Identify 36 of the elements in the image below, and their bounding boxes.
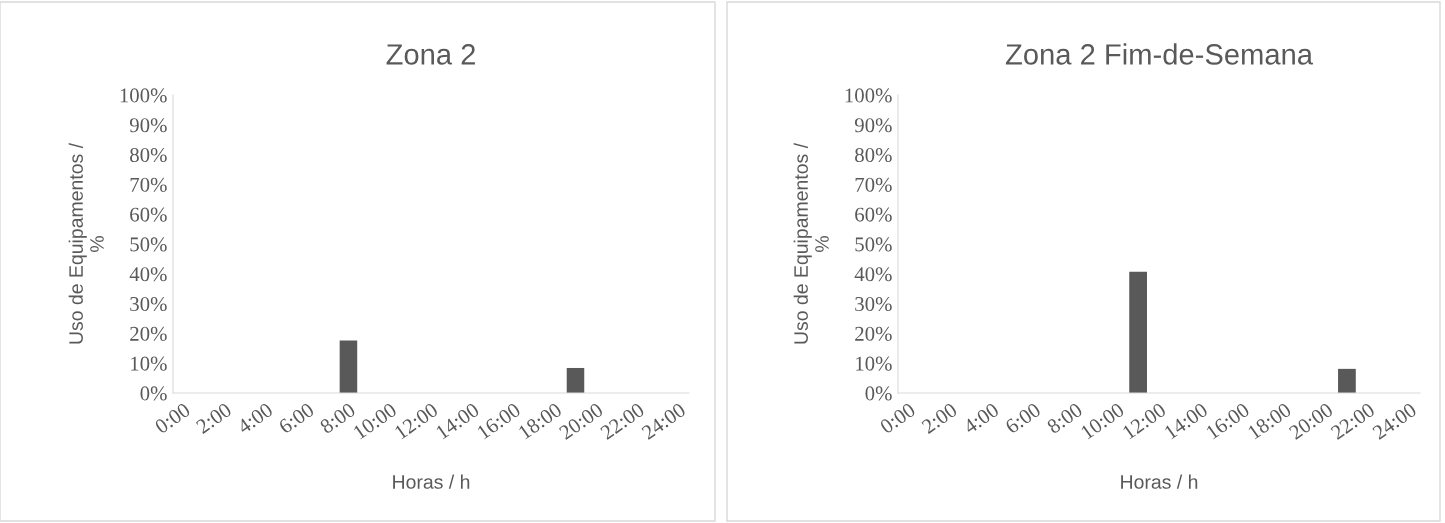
x-tick-label: 6:00	[277, 402, 315, 435]
y-tick-label: 20%	[130, 326, 167, 341]
y-axis-title: Uso de Equipamentos / %	[68, 142, 104, 344]
x-tick-label: 6:00	[1004, 402, 1042, 435]
x-axis-title: Horas / h	[1121, 474, 1198, 489]
y-tick-label: 30%	[855, 296, 892, 312]
y-tick-label: 90%	[854, 118, 892, 133]
y-tick-label: 50%	[130, 237, 167, 252]
y-tick-label: 40%	[129, 267, 167, 282]
y-tick-label: 0%	[865, 386, 892, 401]
y-tick-label: 60%	[855, 207, 892, 222]
x-tick-label: 4:00	[236, 402, 274, 435]
chart-title: Zona 2	[386, 44, 475, 65]
y-tick-label: 100%	[120, 88, 167, 103]
y-tick-label: 70%	[130, 177, 167, 192]
chart-title: Zona 2 Fim-de-Semana	[1005, 43, 1314, 65]
y-tick-label: 10%	[856, 356, 892, 371]
y-tick-label: 80%	[130, 147, 167, 163]
y-tick-label: 40%	[854, 267, 892, 282]
y-tick-label: 70%	[855, 177, 892, 192]
x-tick-label: 0:00	[153, 402, 192, 435]
x-tick-label: 4:00	[962, 402, 1000, 435]
x-tick-label: 2:00	[195, 402, 233, 435]
y-tick-label: 0%	[140, 386, 167, 401]
x-tick-label: 0:00	[879, 402, 917, 435]
x-tick-label: 2:00	[920, 402, 959, 435]
x-axis-title: Horas / h	[393, 474, 470, 489]
y-tick-label: 10%	[131, 356, 167, 371]
y-tick-label: 100%	[845, 88, 892, 103]
y-tick-label: 20%	[855, 326, 892, 341]
y-axis-title: Uso de Equipamentos / %	[793, 142, 829, 344]
y-tick-label: 60%	[130, 207, 167, 222]
y-tick-label: 80%	[855, 147, 892, 163]
y-tick-label: 50%	[855, 237, 892, 252]
y-tick-label: 30%	[130, 296, 167, 312]
y-tick-label: 90%	[129, 118, 167, 133]
